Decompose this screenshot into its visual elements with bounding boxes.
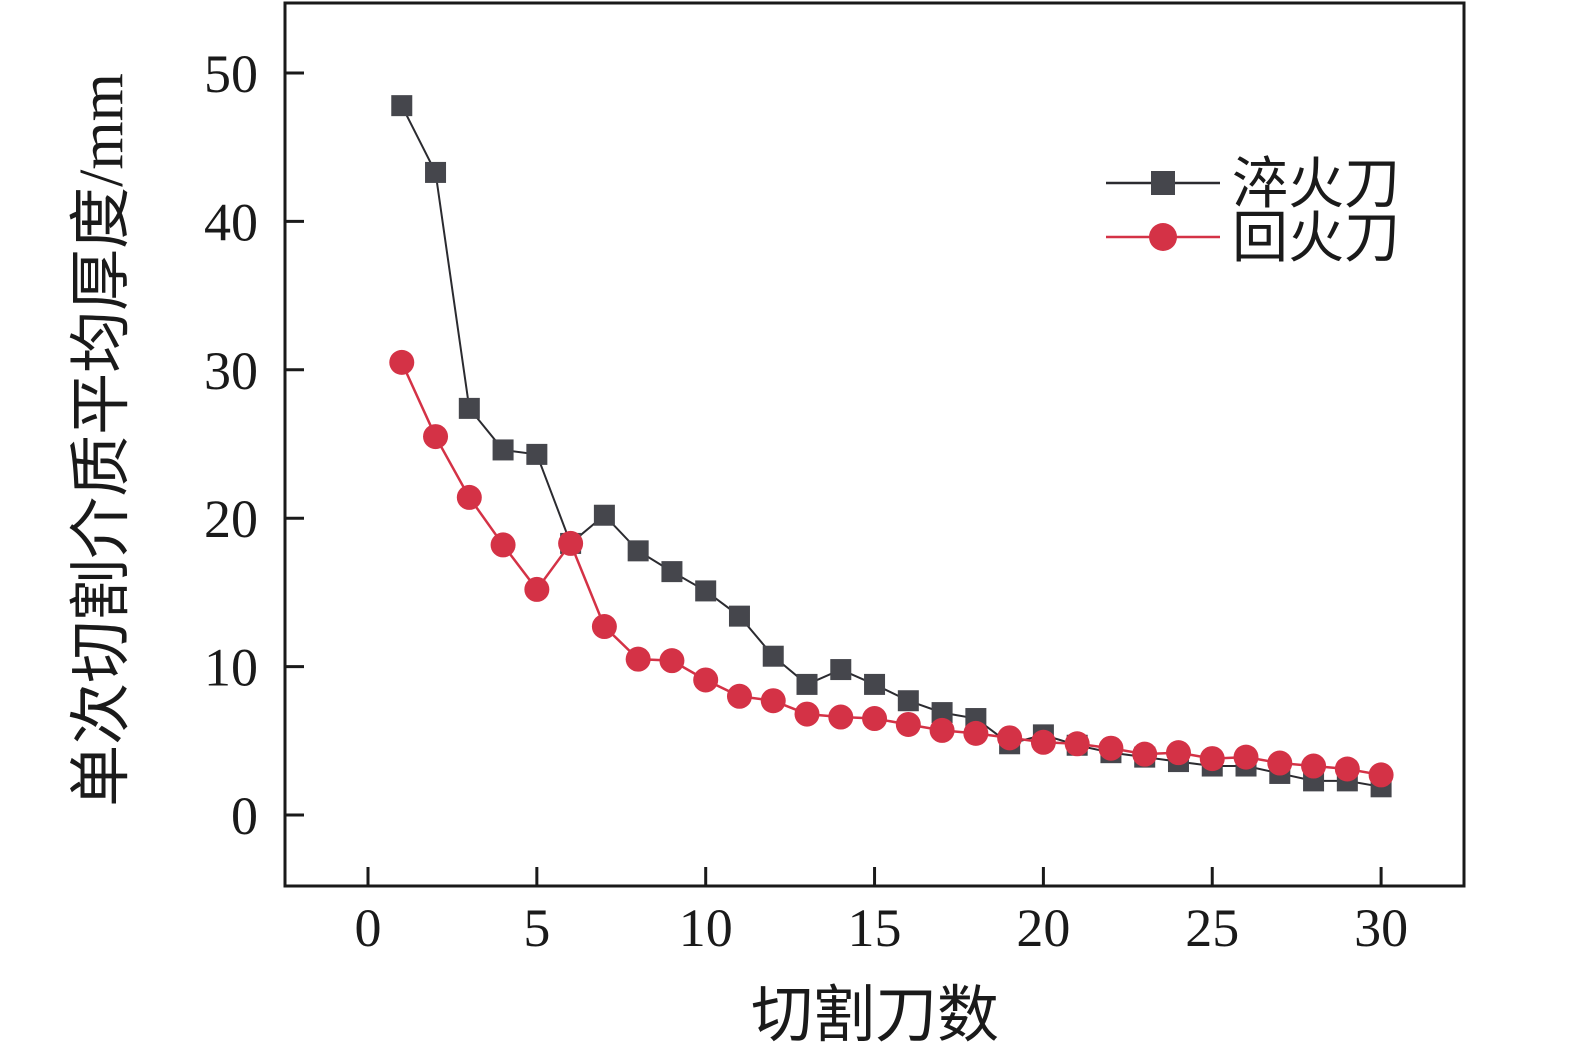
data-point-circle	[862, 706, 888, 732]
data-point-circle	[997, 725, 1023, 751]
data-point-square	[695, 580, 717, 602]
data-point-square	[458, 397, 480, 419]
data-point-circle	[895, 711, 921, 737]
data-point-square	[830, 659, 852, 681]
series-回火刀	[389, 349, 1394, 788]
x-tick-label: 10	[679, 898, 733, 958]
data-point-circle	[1132, 741, 1158, 767]
data-point-circle	[1098, 735, 1124, 761]
x-axis-title: 切割刀数	[751, 982, 999, 1050]
data-point-square	[762, 645, 784, 667]
legend-marker-square	[1151, 171, 1175, 195]
data-point-square	[796, 673, 818, 695]
y-tick-label: 40	[204, 192, 258, 252]
data-point-square	[897, 690, 919, 712]
y-tick-label: 10	[204, 638, 258, 698]
data-point-circle	[693, 667, 719, 693]
x-tick-label: 5	[523, 898, 550, 958]
y-tick-label: 20	[204, 489, 258, 549]
data-point-circle	[558, 530, 584, 556]
data-point-circle	[456, 484, 482, 510]
y-axis-title: 单次切割介质平均厚度/mm	[68, 73, 136, 807]
axis-tick-labels: 0 5 10 15 20 25 30 0 10 20 30 40 50	[204, 44, 1408, 958]
legend-marker-circle	[1149, 223, 1177, 251]
y-tick-label: 30	[204, 341, 258, 401]
data-point-circle	[1267, 750, 1293, 776]
data-point-square	[593, 504, 615, 526]
data-point-circle	[1233, 744, 1259, 770]
data-point-square	[728, 605, 750, 627]
data-point-circle	[659, 648, 685, 674]
data-point-circle	[1301, 753, 1327, 779]
data-point-circle	[423, 424, 449, 450]
x-tick-label: 25	[1185, 898, 1239, 958]
data-point-circle	[1334, 756, 1360, 782]
data-point-circle	[1064, 731, 1090, 757]
data-point-circle	[524, 576, 550, 602]
data-point-circle	[760, 688, 786, 714]
data-point-square	[931, 702, 953, 724]
data-point-square	[661, 561, 683, 583]
data-point-circle	[929, 717, 955, 743]
axis-ticks	[285, 71, 1383, 886]
y-tick-label: 50	[204, 44, 258, 104]
legend-label-quenched: 淬火刀	[1232, 154, 1400, 216]
y-tick-label: 0	[231, 786, 258, 846]
data-point-circle	[591, 614, 617, 640]
data-point-circle	[1368, 762, 1394, 788]
series-line	[400, 361, 1382, 777]
data-point-circle	[726, 683, 752, 709]
x-tick-label: 30	[1354, 898, 1408, 958]
data-point-circle	[625, 646, 651, 672]
data-point-square	[425, 161, 447, 183]
data-point-circle	[389, 349, 415, 375]
x-tick-label: 20	[1016, 898, 1070, 958]
data-point-square	[526, 443, 548, 465]
data-series	[389, 95, 1394, 798]
x-tick-label: 15	[848, 898, 902, 958]
data-point-square	[492, 439, 514, 461]
data-point-square	[627, 540, 649, 562]
data-point-square	[391, 95, 413, 117]
data-point-circle	[490, 532, 516, 558]
data-point-circle	[1199, 746, 1225, 772]
data-point-circle	[1030, 729, 1056, 755]
x-tick-label: 0	[355, 898, 382, 958]
data-point-circle	[1165, 740, 1191, 766]
data-point-circle	[963, 720, 989, 746]
legend-label-tempered: 回火刀	[1232, 208, 1400, 270]
data-point-square	[864, 673, 886, 695]
data-point-circle	[794, 701, 820, 727]
legend: 淬火刀 回火刀	[1106, 154, 1400, 270]
data-point-circle	[828, 704, 854, 730]
